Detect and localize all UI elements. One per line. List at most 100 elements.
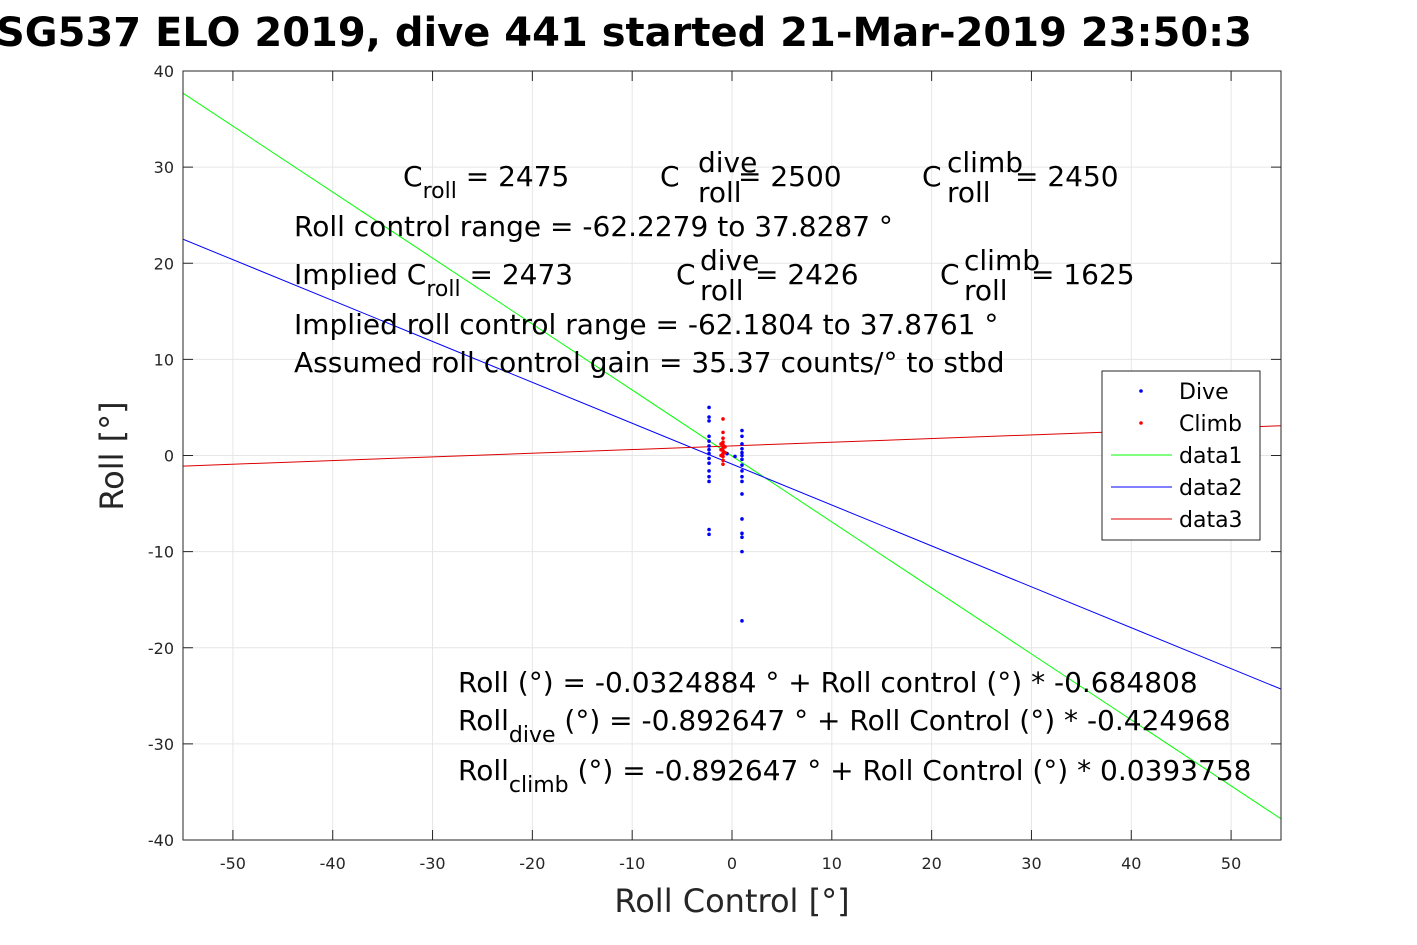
point-climb bbox=[721, 458, 725, 463]
x-axis-label: Roll Control [°] bbox=[614, 882, 849, 920]
data-points bbox=[707, 405, 744, 623]
x-tick-label: 20 bbox=[921, 854, 941, 873]
point-dive bbox=[740, 535, 744, 540]
x-tick-label: -10 bbox=[619, 854, 645, 873]
point-dive bbox=[707, 456, 711, 461]
y-tick-label: -30 bbox=[148, 735, 174, 754]
point-dive bbox=[707, 444, 711, 448]
svg-text:= 2426: = 2426 bbox=[755, 258, 859, 291]
y-tick-label: 40 bbox=[154, 62, 174, 81]
svg-text:dive: dive bbox=[698, 146, 757, 179]
point-dive bbox=[740, 446, 744, 451]
point-dive bbox=[740, 434, 744, 439]
point-dive bbox=[740, 457, 744, 462]
svg-text:climb: climb bbox=[964, 244, 1040, 277]
point-dive bbox=[740, 479, 744, 484]
svg-text:Rollclimb (°) = -0.892647 ° +: Rollclimb (°) = -0.892647 ° + Roll Contr… bbox=[458, 754, 1251, 798]
svg-text:dive: dive bbox=[700, 244, 759, 277]
annotation-c-roll: Croll = 2475 bbox=[403, 160, 569, 204]
svg-text:Rolldive (°) = -0.892647 ° + R: Rolldive (°) = -0.892647 ° + Roll Contro… bbox=[458, 704, 1231, 748]
svg-text:C: C bbox=[676, 258, 696, 291]
fit-line-data1 bbox=[183, 92, 1281, 820]
legend-marker-dive bbox=[1139, 389, 1143, 393]
point-climb bbox=[721, 462, 725, 466]
annotation-fit-all: Roll (°) = -0.0324884 ° + Roll control (… bbox=[458, 666, 1198, 699]
annotation-implied-range: Implied roll control range = -62.1804 to… bbox=[294, 308, 998, 341]
point-climb bbox=[723, 450, 727, 455]
point-dive bbox=[707, 451, 711, 456]
svg-text:= 2500: = 2500 bbox=[738, 160, 842, 193]
point-dive bbox=[707, 532, 711, 537]
point-dive bbox=[707, 434, 711, 439]
point-dive bbox=[707, 415, 711, 419]
svg-text:Croll = 2475: Croll = 2475 bbox=[403, 160, 569, 204]
x-tick-label: 0 bbox=[727, 854, 737, 873]
annotation-roll-control-range: Roll control range = -62.2279 to 37.8287… bbox=[294, 210, 893, 243]
x-tick-labels: -50 -40 -30 -20 -10 0 10 20 30 40 50 bbox=[220, 854, 1241, 873]
x-tick-label: -50 bbox=[220, 854, 246, 873]
y-axis-label: Roll [°] bbox=[93, 401, 131, 510]
legend-label-data3: data3 bbox=[1179, 508, 1243, 533]
y-tick-label: -20 bbox=[148, 639, 174, 658]
y-tick-label: 0 bbox=[164, 447, 174, 466]
x-tick-label: 10 bbox=[822, 854, 842, 873]
svg-text:climb: climb bbox=[947, 146, 1023, 179]
legend-label-dive: Dive bbox=[1179, 380, 1229, 405]
point-dive bbox=[707, 447, 711, 452]
point-dive bbox=[740, 619, 744, 623]
annotation-implied-c-roll: Implied Croll = 2473 bbox=[294, 258, 573, 302]
point-dive bbox=[740, 450, 744, 455]
point-dive bbox=[733, 454, 737, 459]
x-tick-label: 50 bbox=[1221, 854, 1241, 873]
point-dive bbox=[740, 517, 744, 521]
legend-label-data1: data1 bbox=[1179, 444, 1243, 469]
point-dive bbox=[707, 479, 711, 484]
x-tick-label: -20 bbox=[519, 854, 545, 873]
svg-text:Implied Croll = 2473: Implied Croll = 2473 bbox=[294, 258, 573, 302]
point-dive bbox=[707, 405, 711, 410]
point-dive bbox=[707, 474, 711, 479]
y-tick-labels: -40 -30 -20 -10 0 10 20 30 40 bbox=[148, 62, 174, 850]
point-dive bbox=[740, 531, 744, 536]
legend-label-climb: Climb bbox=[1179, 412, 1242, 437]
point-climb bbox=[721, 430, 725, 435]
fit-line-data2 bbox=[183, 238, 1281, 690]
point-climb bbox=[719, 447, 723, 452]
chart-title: SG537 ELO 2019, dive 441 started 21-Mar-… bbox=[0, 10, 1252, 56]
annotation-implied-c-roll-climb: C climb roll = 1625 bbox=[940, 244, 1135, 307]
annotation-assumed-gain: Assumed roll control gain = 35.37 counts… bbox=[294, 346, 1005, 379]
point-dive bbox=[740, 442, 744, 446]
annotation-c-roll-dive: C dive roll = 2500 bbox=[660, 146, 842, 209]
annotation-implied-c-roll-dive: C dive roll = 2426 bbox=[676, 244, 859, 307]
svg-text:= 2450: = 2450 bbox=[1015, 160, 1119, 193]
point-dive bbox=[707, 469, 711, 473]
point-climb bbox=[723, 445, 727, 449]
y-tick-label: -40 bbox=[148, 831, 174, 850]
point-climb bbox=[721, 417, 725, 421]
point-dive bbox=[740, 463, 744, 467]
point-dive bbox=[740, 469, 744, 473]
legend-label-data2: data2 bbox=[1179, 476, 1243, 501]
point-dive bbox=[740, 492, 744, 496]
svg-text:roll: roll bbox=[698, 176, 742, 209]
svg-text:roll: roll bbox=[947, 176, 991, 209]
point-climb bbox=[719, 442, 723, 446]
point-dive bbox=[707, 527, 711, 532]
point-dive bbox=[740, 428, 744, 433]
point-dive bbox=[740, 453, 744, 458]
y-tick-label: 20 bbox=[154, 254, 174, 273]
svg-text:C: C bbox=[940, 258, 960, 291]
svg-text:roll: roll bbox=[964, 274, 1008, 307]
svg-text:C: C bbox=[922, 160, 942, 193]
y-tick-label: 30 bbox=[154, 158, 174, 177]
point-dive bbox=[740, 474, 744, 479]
y-tick-label: -10 bbox=[148, 543, 174, 562]
x-tick-label: 40 bbox=[1121, 854, 1141, 873]
y-tick-label: 10 bbox=[154, 350, 174, 369]
annotation-fit-dive: Rolldive (°) = -0.892647 ° + Roll Contro… bbox=[458, 704, 1231, 748]
fit-lines bbox=[183, 92, 1281, 820]
point-climb bbox=[719, 453, 723, 458]
legend: Dive Climb data1 data2 data3 bbox=[1101, 370, 1261, 541]
legend-marker-climb bbox=[1139, 421, 1143, 425]
